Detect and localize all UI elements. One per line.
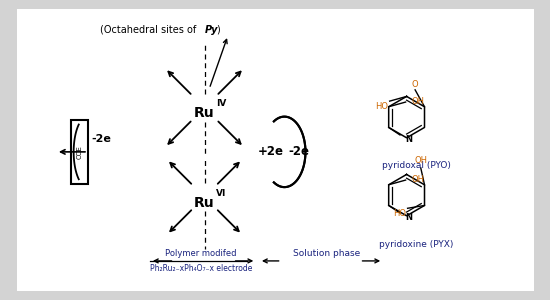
- Text: +2e: +2e: [257, 146, 283, 158]
- Text: N: N: [405, 213, 412, 222]
- Text: Solution phase: Solution phase: [293, 249, 360, 258]
- Text: CCE: CCE: [76, 145, 82, 159]
- Text: Ph₂Ru₂₋xPh₄O₇₋x electrode: Ph₂Ru₂₋xPh₄O₇₋x electrode: [150, 264, 252, 273]
- Text: IV: IV: [216, 99, 227, 108]
- Text: -2e: -2e: [288, 146, 309, 158]
- Text: Py: Py: [205, 25, 218, 35]
- Text: Ru: Ru: [194, 106, 215, 120]
- Text: (Octahedral sites of: (Octahedral sites of: [101, 25, 200, 35]
- Text: HO: HO: [375, 102, 388, 111]
- Text: O: O: [412, 80, 419, 89]
- Text: HO: HO: [393, 209, 406, 218]
- Text: OH: OH: [411, 175, 424, 184]
- Text: OH: OH: [414, 156, 427, 165]
- Text: -2e: -2e: [92, 134, 112, 144]
- Text: VI: VI: [216, 189, 227, 198]
- Text: Ru: Ru: [194, 196, 215, 210]
- Text: pyridoxal (PYO): pyridoxal (PYO): [382, 161, 450, 170]
- Bar: [71, 120, 88, 184]
- Text: pyridoxine (PYX): pyridoxine (PYX): [379, 239, 453, 248]
- Text: ): ): [217, 25, 221, 35]
- Text: N: N: [405, 135, 412, 144]
- Text: Polymer modifed: Polymer modifed: [165, 249, 236, 258]
- Text: OH: OH: [411, 97, 424, 106]
